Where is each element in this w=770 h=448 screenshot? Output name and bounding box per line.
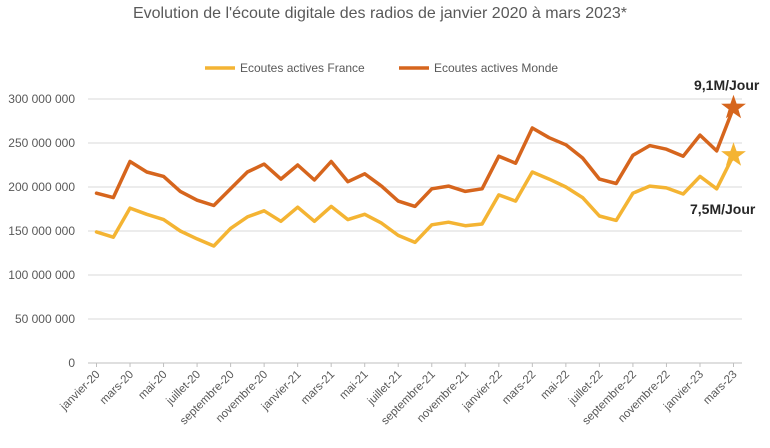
y-axis: 0 50 000 000 100 000 000 150 000 000 200 000… bbox=[8, 92, 75, 370]
annotation-france: 7,5M/Jour bbox=[690, 201, 756, 217]
x-tick-label: mars-20 bbox=[98, 369, 136, 407]
annotation-monde: 9,1M/Jour bbox=[694, 77, 760, 93]
x-tick-label: mars-22 bbox=[500, 369, 538, 407]
legend-label-monde: Ecoutes actives Monde bbox=[434, 61, 558, 75]
y-tick-label: 200 000 000 bbox=[8, 180, 75, 194]
series-line-france bbox=[94, 153, 736, 248]
grid bbox=[88, 98, 742, 364]
x-tick-label: mai-21 bbox=[337, 369, 370, 402]
star-marker-monde bbox=[721, 94, 746, 119]
chart-title: Evolution de l'écoute digitale des radio… bbox=[133, 5, 627, 22]
x-tick-label: mars-23 bbox=[701, 369, 739, 407]
legend-label-france: Ecoutes actives France bbox=[240, 61, 365, 75]
series bbox=[94, 106, 736, 248]
y-tick-label: 250 000 000 bbox=[8, 136, 75, 150]
legend: Ecoutes actives France Ecoutes actives M… bbox=[205, 61, 558, 75]
x-tick-label: janvier-20 bbox=[58, 369, 103, 414]
x-tick-label: mai-22 bbox=[539, 369, 572, 402]
y-tick-label: 0 bbox=[68, 356, 75, 370]
end-markers bbox=[721, 94, 746, 166]
star-marker-france bbox=[721, 142, 746, 166]
y-tick-label: 300 000 000 bbox=[8, 92, 75, 106]
y-tick-label: 50 000 000 bbox=[15, 312, 75, 326]
x-tick-label: mars-21 bbox=[299, 369, 337, 407]
y-tick-label: 100 000 000 bbox=[8, 268, 75, 282]
x-tick-label: mai-20 bbox=[136, 369, 169, 402]
y-tick-label: 150 000 000 bbox=[8, 224, 75, 238]
series-line-monde bbox=[94, 106, 736, 209]
